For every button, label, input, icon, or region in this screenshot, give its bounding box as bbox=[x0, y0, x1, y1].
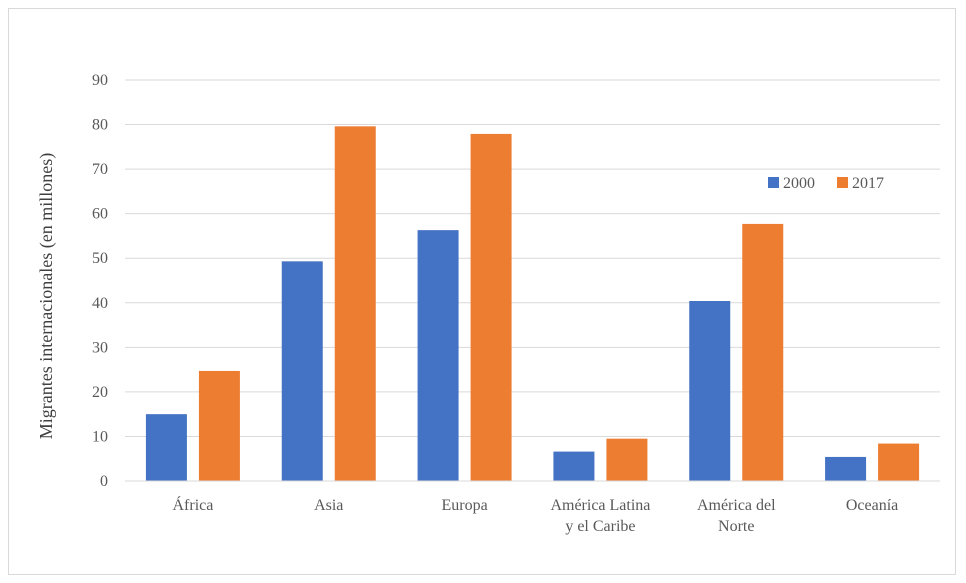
y-axis-title: Migrantes internacionales (en millones) bbox=[36, 153, 57, 439]
x-category-label: América Latina bbox=[550, 497, 650, 514]
legend-swatch-2017 bbox=[837, 177, 848, 188]
y-tick-label: 20 bbox=[92, 384, 108, 401]
x-category-label: América del bbox=[697, 497, 776, 514]
bar-2000-1 bbox=[281, 261, 323, 481]
gridlines bbox=[125, 79, 940, 482]
y-tick-label: 60 bbox=[92, 206, 108, 223]
legend-swatch-2000 bbox=[768, 177, 779, 188]
y-tick-label: 30 bbox=[92, 339, 108, 356]
y-tick-label: 80 bbox=[92, 117, 108, 134]
y-tick-label: 50 bbox=[92, 250, 108, 267]
legend: 2000 2017 bbox=[768, 175, 884, 192]
bar-2000-3 bbox=[553, 451, 595, 481]
y-axis-ticks: 0 10 20 30 40 50 60 70 80 90 bbox=[92, 72, 108, 490]
y-tick-label: 40 bbox=[92, 295, 108, 312]
bar-2000-4 bbox=[689, 300, 731, 481]
y-tick-label: 10 bbox=[92, 428, 108, 445]
bar-2017-0 bbox=[198, 370, 240, 481]
y-tick-label: 0 bbox=[100, 473, 108, 490]
bar-2000-0 bbox=[145, 414, 187, 481]
bar-2017-3 bbox=[606, 438, 648, 481]
bars bbox=[125, 126, 940, 482]
x-category-label: Asia bbox=[314, 497, 343, 514]
x-category-label: Europa bbox=[441, 497, 487, 514]
y-tick-label: 70 bbox=[92, 161, 108, 178]
bar-2000-5 bbox=[825, 456, 867, 481]
bar-2017-1 bbox=[334, 126, 376, 482]
bar-2017-5 bbox=[878, 443, 920, 481]
bar-2017-4 bbox=[742, 223, 784, 482]
x-category-label: África bbox=[172, 495, 213, 514]
x-category-label: Norte bbox=[718, 518, 754, 535]
x-category-label: Oceanía bbox=[846, 497, 898, 514]
y-tick-label: 90 bbox=[92, 72, 108, 89]
legend-label: 2000 bbox=[783, 175, 815, 192]
bar-2017-2 bbox=[470, 133, 512, 481]
x-category-label: y el Caribe bbox=[565, 518, 635, 535]
bar-2000-2 bbox=[417, 230, 459, 481]
x-axis-categories: África Asia Europa América Latina y el Carib… bbox=[172, 495, 898, 535]
legend-label: 2017 bbox=[852, 175, 884, 192]
